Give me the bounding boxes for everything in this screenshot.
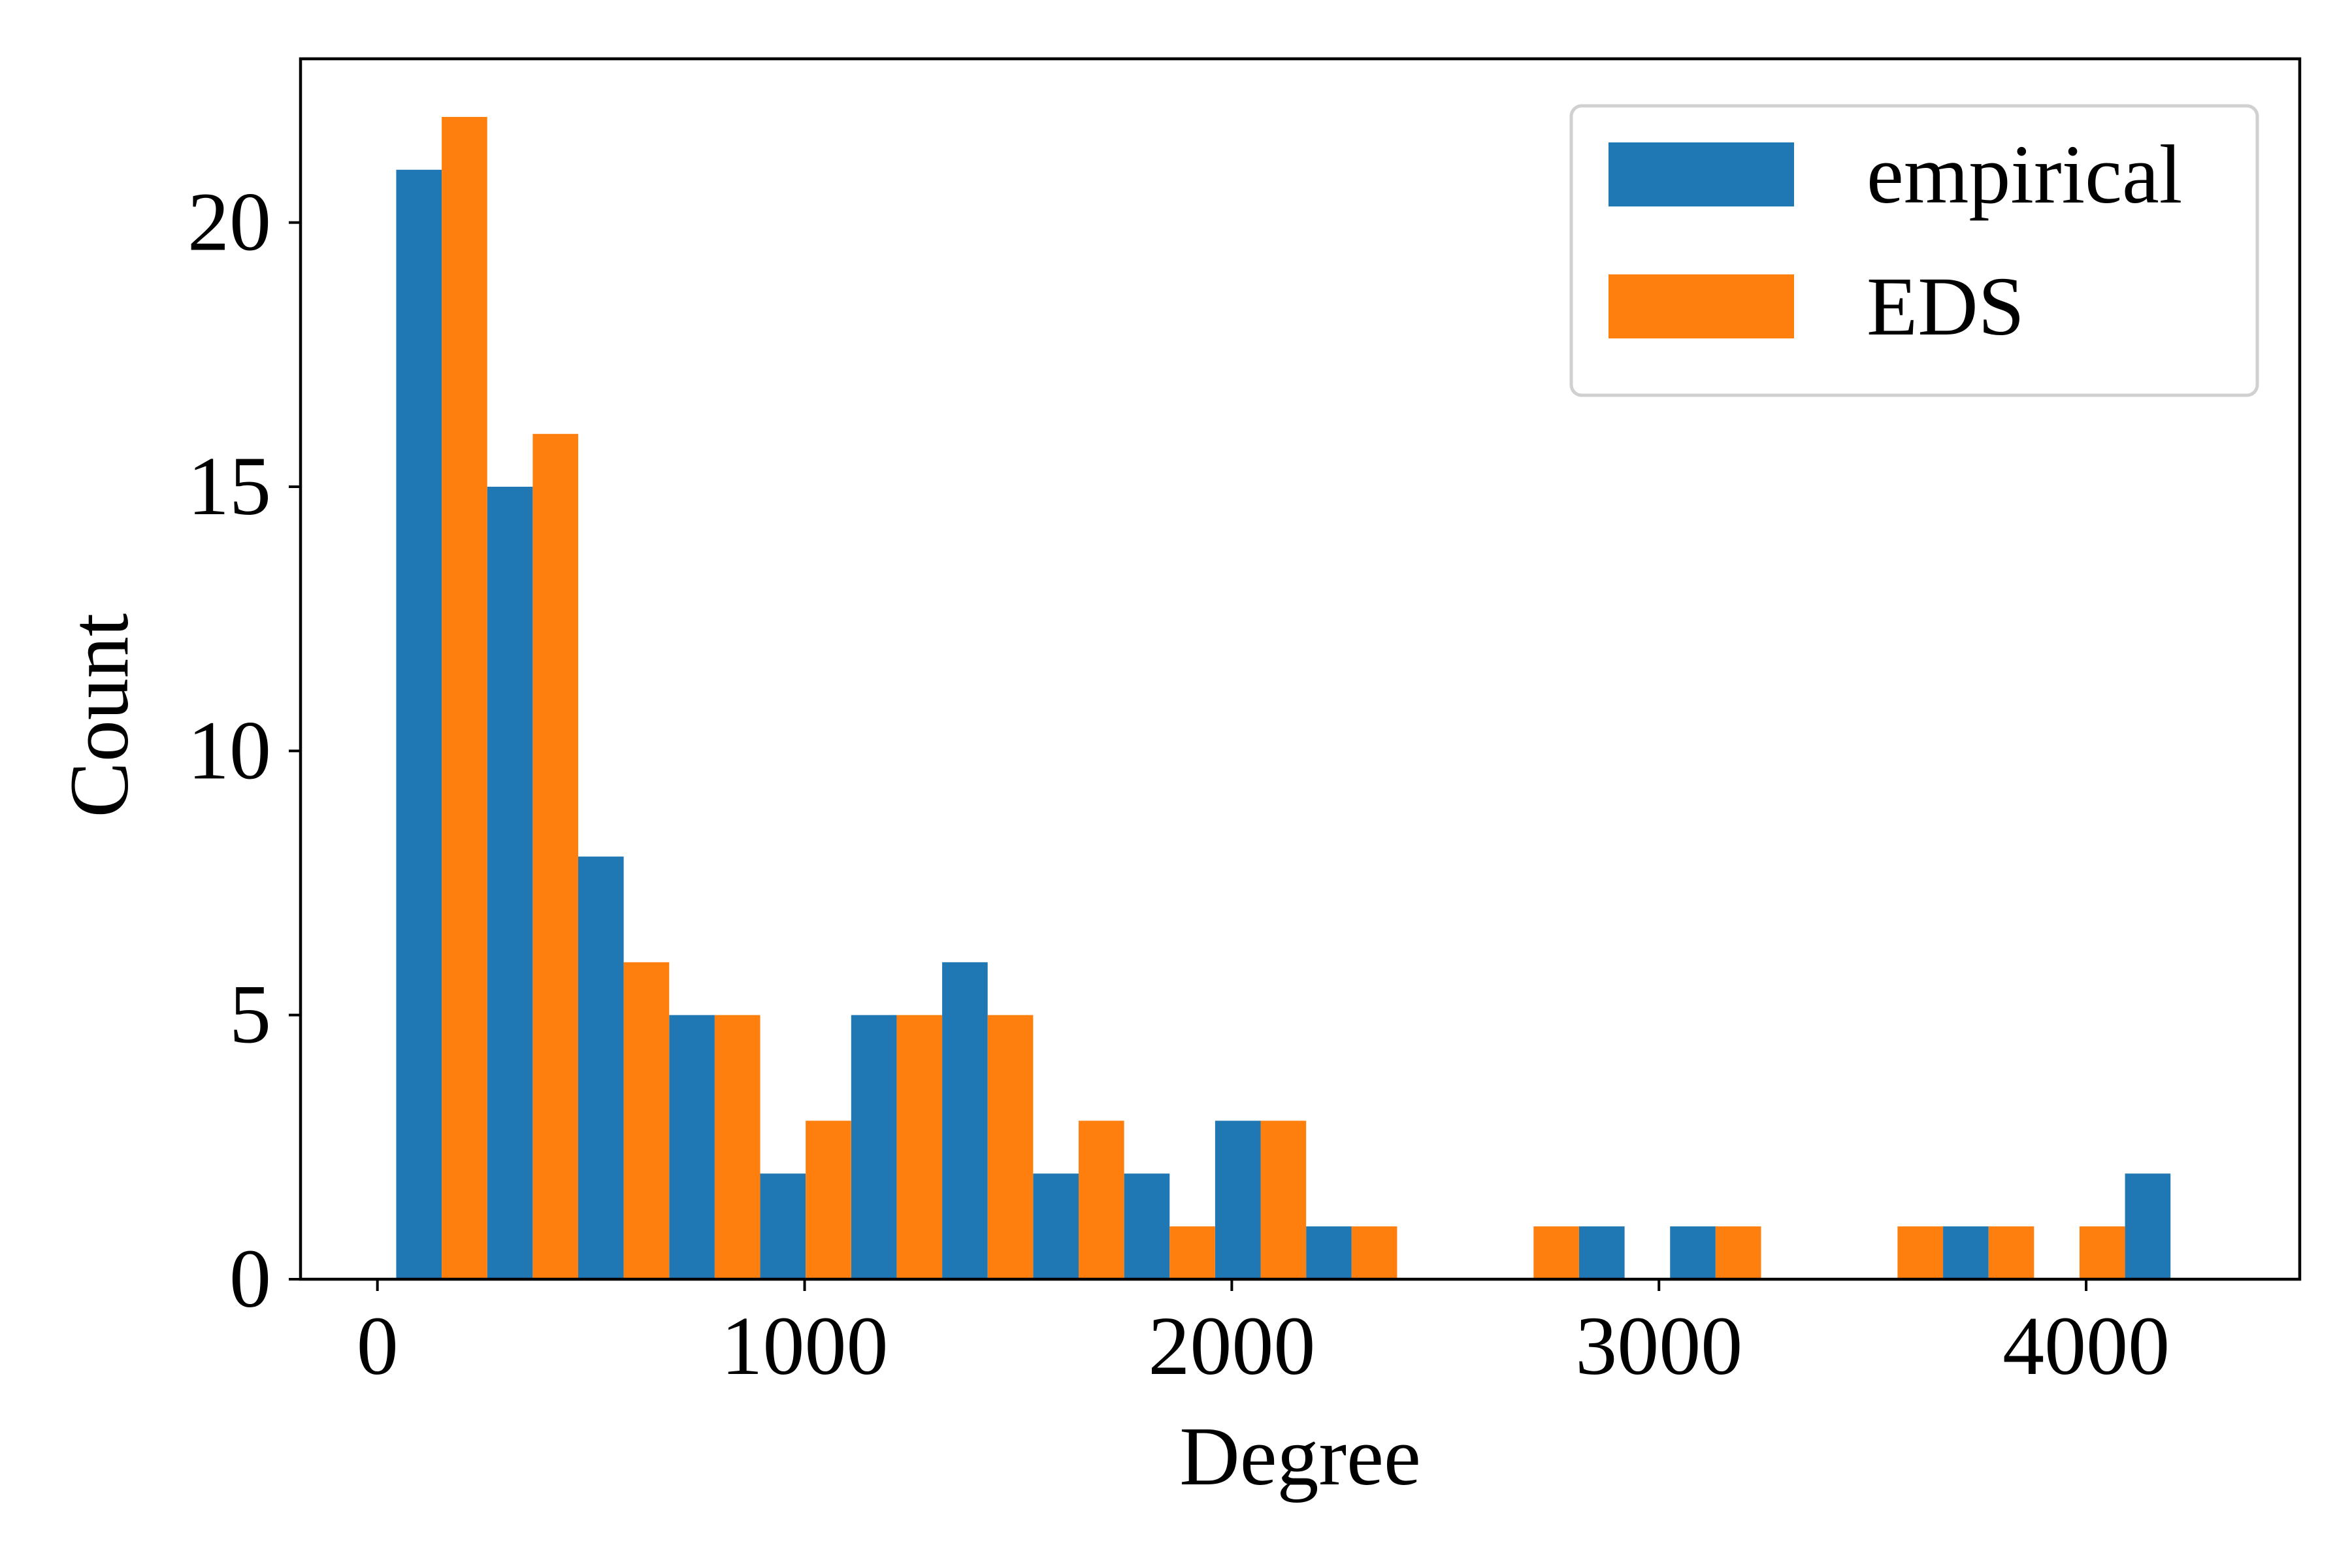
legend-swatch-eds (1609, 274, 1794, 338)
y-tick-label-3: 15 (188, 440, 271, 532)
bar-eds-14 (1715, 1226, 1761, 1279)
bar-eds-16 (1897, 1226, 1944, 1279)
bar-empirical-5 (851, 1015, 897, 1279)
bars-layer (396, 116, 2171, 1280)
x-axis-label: Degree (1179, 1410, 1421, 1503)
bar-empirical-9 (1215, 1120, 1261, 1279)
bar-eds-1 (532, 434, 578, 1279)
x-tick-label-2: 2000 (1148, 1299, 1315, 1392)
legend: empirical EDS (1569, 104, 2259, 397)
y-tick-label-4: 20 (188, 176, 271, 269)
y-axis-label: Count (53, 613, 146, 818)
x-tick-label-3: 3000 (1575, 1299, 1742, 1392)
bar-eds-12 (1533, 1226, 1579, 1279)
y-tick-label-1: 5 (229, 968, 271, 1061)
bar-eds-3 (714, 1015, 760, 1279)
bar-empirical-3 (669, 1015, 715, 1279)
bar-empirical-8 (1124, 1173, 1170, 1279)
legend-label-eds: EDS (1867, 260, 2025, 353)
bar-eds-9 (1260, 1120, 1307, 1279)
x-tick-label-4: 4000 (2002, 1299, 2170, 1392)
bar-empirical-14 (1670, 1226, 1716, 1279)
bar-empirical-10 (1306, 1226, 1352, 1279)
bar-empirical-17 (1943, 1226, 1989, 1279)
bar-eds-8 (1169, 1226, 1215, 1279)
y-tick-label-0: 0 (229, 1232, 271, 1325)
legend-label-empirical: empirical (1867, 128, 2182, 221)
bar-empirical-13 (1578, 1226, 1625, 1279)
bar-empirical-1 (487, 487, 533, 1280)
bar-eds-18 (2079, 1226, 2125, 1279)
bar-eds-6 (987, 1015, 1034, 1279)
bar-eds-17 (1988, 1226, 2034, 1279)
bar-empirical-4 (760, 1173, 806, 1279)
bar-eds-7 (1078, 1120, 1124, 1279)
axes-frame (299, 57, 2302, 1281)
y-tick-label-2: 10 (188, 704, 271, 796)
x-tick-label-0: 0 (357, 1299, 399, 1392)
bar-eds-2 (623, 962, 670, 1279)
bar-empirical-7 (1033, 1173, 1079, 1279)
bar-empirical-0 (396, 169, 442, 1280)
legend-swatch-empirical (1609, 142, 1794, 206)
bar-eds-4 (806, 1120, 851, 1279)
bar-empirical-2 (578, 857, 624, 1279)
bar-eds-10 (1351, 1226, 1397, 1279)
x-axis-ticks: 0 1000 2000 3000 4000 (357, 1279, 2170, 1392)
bar-empirical-6 (942, 962, 988, 1279)
x-tick-label-1: 1000 (721, 1299, 889, 1392)
bar-empirical-19 (2125, 1173, 2171, 1279)
bar-eds-0 (442, 116, 487, 1279)
y-axis-ticks: 0 5 10 15 20 (188, 176, 301, 1325)
bar-eds-5 (896, 1015, 943, 1279)
